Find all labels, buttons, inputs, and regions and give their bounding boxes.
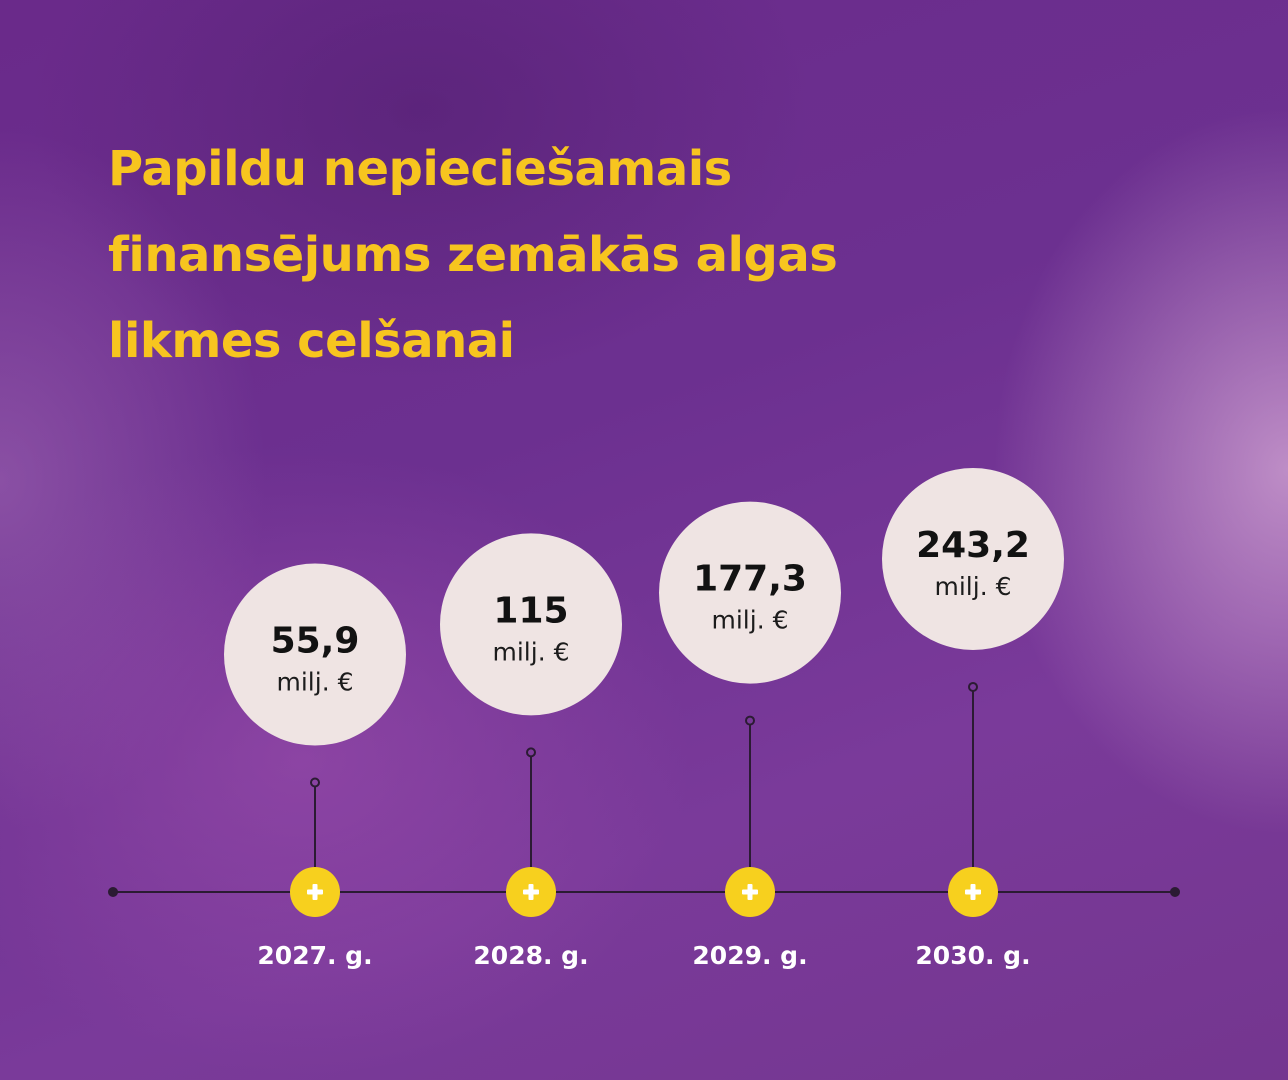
bubble-value-label: 115 <box>493 590 568 631</box>
stem-pin <box>310 777 320 788</box>
page-title: Papildu nepieciešamais finansējums zemāk… <box>108 126 1108 384</box>
bubble-unit-label: milj. € <box>935 572 1012 601</box>
title-line-2: finansējums zemākās algas <box>108 227 838 283</box>
bubble-value-label: 55,9 <box>271 620 360 661</box>
plus-icon <box>747 884 753 900</box>
value-bubble <box>882 467 1064 650</box>
bubble-value-label: 177,3 <box>693 559 807 600</box>
title-line-1: Papildu nepieciešamais <box>108 141 732 197</box>
plus-icon <box>312 884 318 900</box>
value-bubble <box>224 563 406 746</box>
year-label: 2029. g. <box>692 941 807 970</box>
stem-pin <box>968 681 978 692</box>
axis-start-dot <box>108 887 118 897</box>
bubble-unit-label: milj. € <box>712 606 789 635</box>
bubble-unit-label: milj. € <box>277 667 354 696</box>
title-line-3: likmes celšanai <box>108 313 515 369</box>
axis-end-dot <box>1170 887 1180 897</box>
value-bubble <box>440 533 622 716</box>
bubble-value-label: 243,2 <box>916 525 1030 566</box>
year-label: 2030. g. <box>915 941 1030 970</box>
bubble-unit-label: milj. € <box>493 637 570 666</box>
stem-pin <box>745 715 755 726</box>
plus-icon <box>528 884 534 900</box>
year-label: 2027. g. <box>257 941 372 970</box>
year-label: 2028. g. <box>473 941 588 970</box>
stem-pin <box>526 747 536 758</box>
plus-icon <box>970 884 976 900</box>
value-bubble <box>659 501 841 684</box>
